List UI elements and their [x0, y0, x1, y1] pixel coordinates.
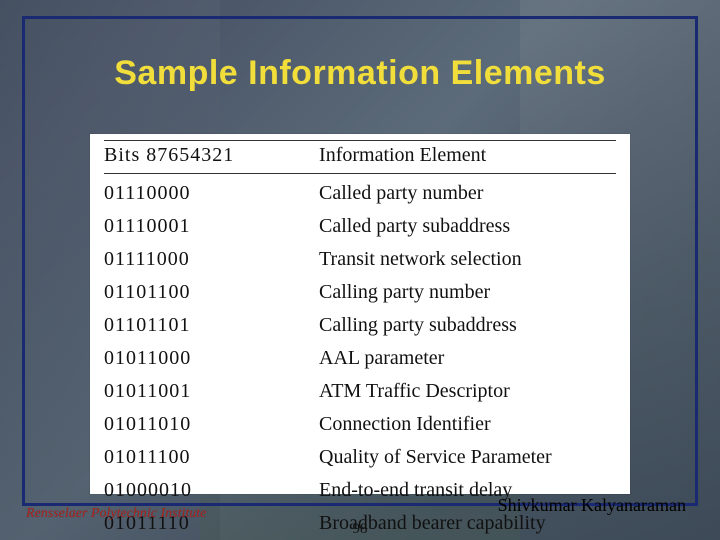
info-elements-table-wrap: Bits 87654321 Information Element 011100…: [90, 134, 630, 494]
cell-ie: Called party number: [319, 177, 616, 210]
cell-bits: 01011001: [104, 375, 319, 408]
table-row: 01011100 Quality of Service Parameter: [104, 441, 616, 474]
slide: Sample Information Elements Bits 8765432…: [0, 0, 720, 540]
slide-title: Sample Information Elements: [0, 54, 720, 93]
table-header-row: Bits 87654321 Information Element: [104, 144, 616, 173]
cell-ie: Quality of Service Parameter: [319, 441, 616, 474]
table-body: 01110000 Called party number 01110001 Ca…: [104, 173, 616, 540]
cell-ie: Transit network selection: [319, 243, 616, 276]
table-row: 01110000 Called party number: [104, 177, 616, 210]
cell-bits: 01110001: [104, 210, 319, 243]
cell-bits: 01111000: [104, 243, 319, 276]
cell-ie: Calling party subaddress: [319, 309, 616, 342]
col-header-bits: Bits 87654321: [104, 144, 319, 173]
cell-bits: 01011100: [104, 441, 319, 474]
table-row: 01011001 ATM Traffic Descriptor: [104, 375, 616, 408]
cell-bits: 01110000: [104, 177, 319, 210]
page-number: 98: [353, 521, 368, 538]
col-header-ie: Information Element: [319, 144, 616, 173]
table-row: 01101101 Calling party subaddress: [104, 309, 616, 342]
table-row: 01110001 Called party subaddress: [104, 210, 616, 243]
table-row: 01011010 Connection Identifier: [104, 408, 616, 441]
cell-ie: ATM Traffic Descriptor: [319, 375, 616, 408]
info-elements-table: Bits 87654321 Information Element 011100…: [104, 144, 616, 540]
rule-mid: [104, 173, 616, 174]
footer-author: Shivkumar Kalyanaraman: [498, 495, 686, 516]
table-row: 01101100 Calling party number: [104, 276, 616, 309]
cell-ie: Connection Identifier: [319, 408, 616, 441]
cell-ie: AAL parameter: [319, 342, 616, 375]
cell-bits: 01011000: [104, 342, 319, 375]
rule-top: [104, 140, 616, 141]
cell-ie: Calling party number: [319, 276, 616, 309]
cell-bits: 01000010: [104, 474, 319, 507]
footer-institute: Rensselaer Polytechnic Institute: [26, 506, 206, 522]
cell-ie: Called party subaddress: [319, 210, 616, 243]
table-row: 01111000 Transit network selection: [104, 243, 616, 276]
cell-bits: 01101101: [104, 309, 319, 342]
cell-bits: 01101100: [104, 276, 319, 309]
table-row: 01011000 AAL parameter: [104, 342, 616, 375]
cell-bits: 01011010: [104, 408, 319, 441]
